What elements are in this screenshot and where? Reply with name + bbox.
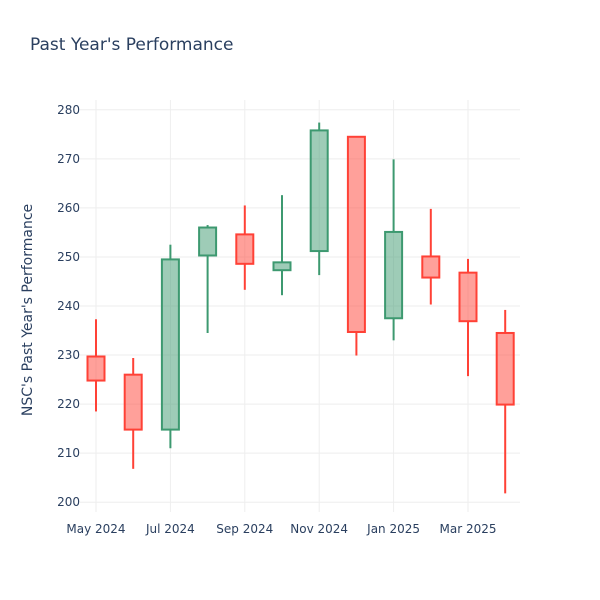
y-tick-label: 230 (57, 348, 80, 362)
candle-body (198, 226, 218, 257)
gridlines (80, 100, 520, 512)
candle-body (421, 255, 441, 279)
candle (309, 122, 329, 276)
y-tick-label: 210 (57, 446, 80, 460)
candle-body (309, 129, 329, 253)
x-tick-label: Jul 2024 (145, 522, 195, 536)
candle-body (160, 258, 180, 431)
candle-body (384, 230, 404, 320)
candle (86, 319, 106, 412)
x-tick-label: May 2024 (66, 522, 125, 536)
x-tick-label: Nov 2024 (290, 522, 348, 536)
y-tick-label: 270 (57, 152, 80, 166)
candle-body (235, 233, 255, 265)
y-tick-label: 200 (57, 495, 80, 509)
y-tick-label: 250 (57, 250, 80, 264)
x-tick-label: Mar 2025 (440, 522, 497, 536)
candle (346, 135, 366, 356)
candle (235, 205, 255, 290)
candle-body (86, 355, 106, 382)
candle (421, 208, 441, 305)
candle (160, 244, 180, 449)
y-tick-label: 280 (57, 103, 80, 117)
candle (272, 195, 292, 296)
x-tick-label: Sep 2024 (216, 522, 273, 536)
candle (123, 357, 143, 469)
y-tick-label: 240 (57, 299, 80, 313)
candle-body (272, 261, 292, 272)
candle (198, 225, 218, 333)
candle-body (123, 373, 143, 431)
candle-body (495, 331, 515, 406)
candle-body (458, 271, 478, 323)
candle (384, 159, 404, 341)
candle (458, 258, 478, 377)
candle-body (346, 135, 366, 333)
candles (86, 122, 515, 494)
y-tick-label: 220 (57, 397, 80, 411)
y-tick-label: 260 (57, 201, 80, 215)
candle (495, 309, 515, 494)
chart-title: Past Year's Performance (30, 35, 234, 55)
x-tick-label: Jan 2025 (366, 522, 420, 536)
x-axis-ticks: May 2024 Jul 2024 Sep 2024 Nov 2024 Jan 2025… (66, 522, 496, 536)
y-axis-ticks: 200 210 220 230 240 250 260 270 280 (57, 103, 80, 509)
y-axis-label: NSC's Past Year's Performance (20, 204, 36, 416)
